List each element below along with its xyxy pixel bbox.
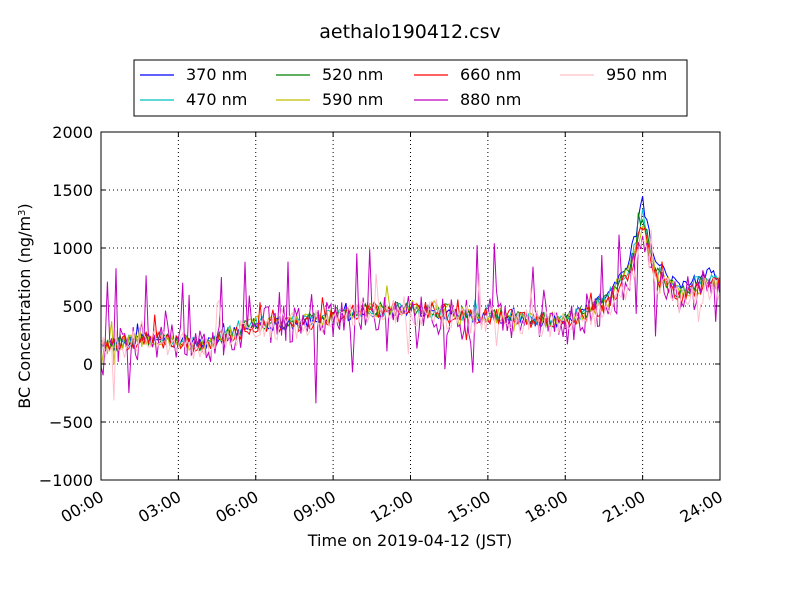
y-tick-label: 1500 xyxy=(52,181,93,200)
x-axis-label: Time on 2019-04-12 (JST) xyxy=(307,531,512,550)
y-tick-label: 500 xyxy=(62,297,93,316)
y-tick-label: 1000 xyxy=(52,239,93,258)
series-layer xyxy=(101,196,720,404)
y-axis-label-close: ) xyxy=(15,203,34,209)
legend-frame xyxy=(133,59,688,117)
legend: 370 nm 470 nm 520 nm 590 nm 660 nm 880 nm 950 … xyxy=(133,59,688,117)
y-tick-label: 2000 xyxy=(52,123,93,142)
y-tick-label: −1000 xyxy=(39,471,93,490)
series-line-950-nm xyxy=(101,229,720,401)
y-axis-label: BC Concentration (ng/m3) xyxy=(15,203,34,408)
y-axis-label-main: BC Concentration (ng/m xyxy=(15,216,34,409)
chart-title: aethalo190412.csv xyxy=(319,21,501,43)
y-tick-label: 0 xyxy=(83,355,93,374)
series-line-590-nm xyxy=(101,225,720,369)
y-axis-label-superscript: 3 xyxy=(17,210,28,216)
legend-label-660-nm: 660 nm xyxy=(460,65,521,84)
y-tick-labels: −1000 −500 0 500 1000 1500 2000 xyxy=(39,123,93,490)
y-tick-label: −500 xyxy=(49,413,93,432)
axis-ticks xyxy=(100,131,721,481)
legend-label-880-nm: 880 nm xyxy=(460,90,521,109)
legend-label-370-nm: 370 nm xyxy=(186,65,247,84)
legend-label-950-nm: 950 nm xyxy=(606,65,667,84)
legend-label-590-nm: 590 nm xyxy=(322,90,383,109)
legend-label-470-nm: 470 nm xyxy=(186,90,247,109)
legend-label-520-nm: 520 nm xyxy=(322,65,383,84)
